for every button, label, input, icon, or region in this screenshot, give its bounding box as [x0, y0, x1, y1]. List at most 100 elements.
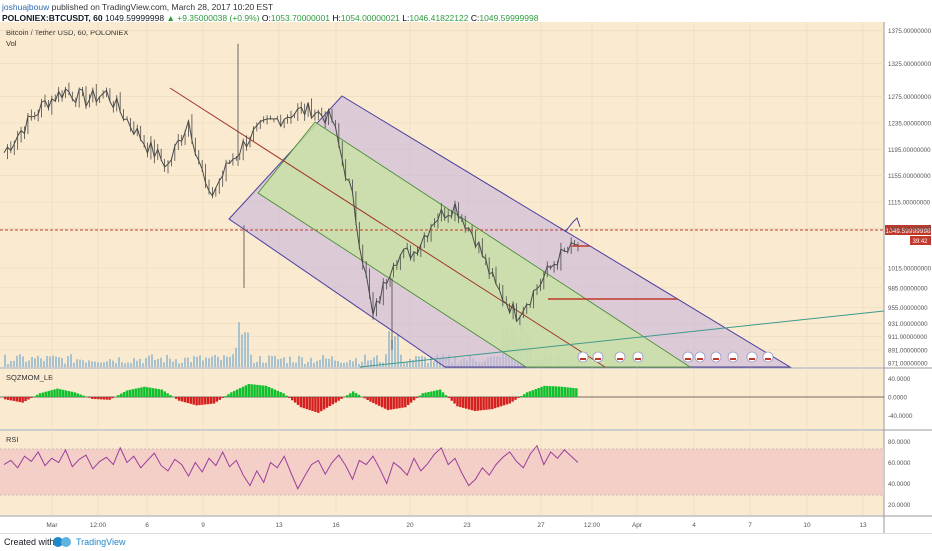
sqz-bar [285, 396, 287, 397]
event-flag-icon [747, 352, 757, 362]
volume-bar [181, 363, 183, 367]
sqz-bar [369, 397, 371, 402]
sqz-bar [300, 397, 302, 407]
sqz-bar [294, 397, 296, 403]
sqz-bar [424, 393, 426, 397]
volume-bar [385, 354, 387, 367]
volume-bar [205, 357, 207, 367]
sqz-bar [419, 396, 421, 397]
chart-canvas[interactable]: Bitcoin / Tether USD, 60, POLONIEX Vol S… [0, 22, 932, 534]
sqz-bar [184, 397, 186, 402]
sqz-bar [323, 397, 325, 409]
volume-bar [277, 359, 279, 367]
sqz-bar [381, 397, 383, 407]
vol-label: Vol [6, 39, 17, 48]
volume-bar [346, 362, 348, 367]
author-link[interactable]: joshuajbouw [2, 2, 49, 12]
volume-bar [148, 356, 150, 367]
sqz-bar [56, 389, 58, 397]
sqz-bar [456, 397, 458, 406]
event-flag-stripe [580, 358, 586, 360]
volume-bar [424, 357, 426, 367]
sqz-bar [94, 397, 96, 399]
volume-bar [121, 362, 123, 367]
volume-bar [211, 356, 213, 367]
y-tick-label: 1325.00000000 [888, 61, 932, 68]
sqz-bar [76, 393, 78, 397]
volume-bar [172, 362, 174, 367]
sqz-bar [105, 397, 107, 400]
volume-bar [19, 354, 21, 367]
tradingview-brand[interactable]: TradingView [76, 537, 126, 547]
sqz-bar [482, 397, 484, 410]
sqz-bar [358, 395, 360, 397]
event-flag-stripe [713, 358, 719, 360]
sqz-bar [543, 386, 545, 397]
volume-bar [322, 355, 324, 367]
sqz-pane-bg [0, 369, 884, 429]
sqz-bar [546, 386, 548, 397]
sqz-bar [120, 394, 122, 397]
sqz-bar [326, 397, 328, 408]
sqz-bar [169, 395, 171, 397]
volume-bar [16, 356, 18, 367]
volume-bar [28, 361, 30, 367]
sqz-bar [274, 390, 276, 397]
sqz-bar [262, 385, 264, 397]
sqz-bar [572, 388, 574, 397]
y-tick-label: 1235.00000000 [888, 120, 932, 127]
sqz-bar [210, 397, 212, 404]
sqz-bar [332, 397, 334, 404]
volume-bar [187, 357, 189, 367]
sqz-bar [474, 397, 476, 411]
volume-bar [343, 363, 345, 367]
volume-bar [364, 355, 366, 367]
volume-bar [136, 361, 138, 367]
sqz-bar [500, 397, 502, 406]
sqz-bar [479, 397, 481, 410]
volume-bar [154, 360, 156, 367]
volume-bar [100, 363, 102, 367]
sqz-bar [4, 397, 6, 399]
sqz-bar [427, 392, 429, 397]
sqz-bar [53, 389, 55, 397]
sqz-bar [134, 389, 136, 397]
sqz-bar [314, 397, 316, 412]
volume-bar [418, 356, 420, 367]
sqz-bar [268, 387, 270, 397]
sqz-bar [129, 390, 131, 397]
y-tick-label: 40.0000 [888, 376, 911, 383]
y-tick-label: 80.0000 [888, 439, 911, 446]
sqz-bar [248, 384, 250, 397]
sqz-bar [7, 397, 9, 400]
sqz-bar [158, 389, 160, 397]
volume-bar [91, 361, 93, 367]
sqz-bar [520, 396, 522, 397]
sqz-bar [82, 396, 84, 397]
sqz-bar [404, 397, 406, 407]
sqz-bar [462, 397, 464, 408]
sqz-bar [256, 385, 258, 397]
sqz-bar [549, 386, 551, 397]
volume-bar [427, 363, 429, 367]
volume-bar [196, 357, 198, 367]
x-tick-label: 23 [463, 522, 471, 529]
sqz-bar [378, 397, 380, 406]
volume-bar [7, 364, 9, 367]
event-flag-stripe [765, 358, 771, 360]
sqz-bar [192, 397, 194, 405]
sqz-bar [239, 388, 241, 397]
volume-bar [292, 362, 294, 367]
sqz-bar [282, 393, 284, 397]
volume-bar [49, 356, 51, 367]
x-tick-label: 7 [748, 522, 752, 529]
sqz-bar [13, 397, 15, 401]
volume-bar [409, 359, 411, 367]
sqz-bar [172, 397, 174, 398]
volume-bar [61, 358, 63, 367]
sqz-bar [305, 397, 307, 409]
countdown-tag-text: 39:42 [912, 239, 928, 245]
sqz-bar [387, 397, 389, 410]
volume-bar [331, 356, 333, 367]
